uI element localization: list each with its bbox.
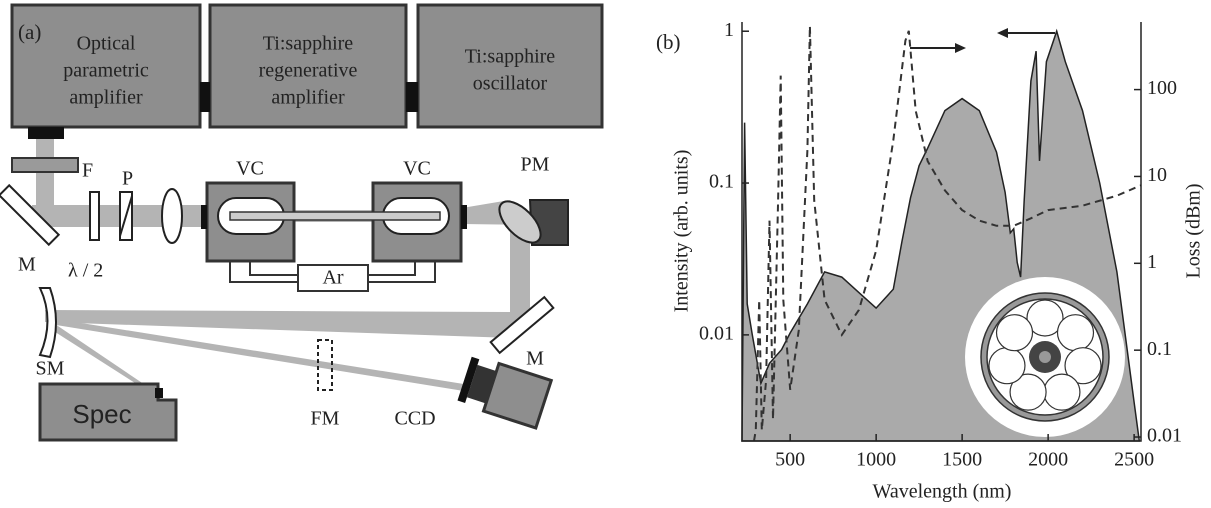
- camera-lens: [457, 356, 480, 403]
- capillary: [988, 347, 1026, 385]
- component-label: F: [82, 160, 93, 182]
- y-axis-title: Intensity (arb. units): [671, 150, 693, 313]
- x-axis-title: Wavelength (nm): [873, 481, 1012, 503]
- box-label: Optical: [77, 33, 136, 55]
- component-label: CCD: [394, 408, 435, 430]
- line: [753, 25, 1142, 442]
- x-tick-label: 1500: [942, 449, 982, 471]
- spectrometer: [38, 382, 178, 442]
- y2-axis-title: Loss (dBm): [1183, 184, 1205, 279]
- gas-line: [229, 261, 298, 283]
- gas-box: [297, 264, 369, 292]
- y-tick-label: 1: [724, 19, 734, 41]
- camera-lens: [466, 364, 497, 404]
- capillary: [1064, 347, 1102, 385]
- spherical-mirror: [38, 287, 57, 359]
- component-label: PM: [521, 154, 550, 176]
- y2-tick-label: 1: [1147, 251, 1157, 273]
- component-label: M: [18, 254, 36, 276]
- capillary: [995, 314, 1034, 352]
- laser-box: [10, 3, 202, 129]
- panel-a: (a) Optical parametric amplifier Ti:sapp…: [0, 3, 604, 442]
- axes-frame: [741, 22, 1142, 442]
- lens: [161, 188, 183, 244]
- x-tick-label: 500: [775, 449, 805, 471]
- capillary: [1043, 373, 1081, 411]
- laser-box: [416, 3, 604, 129]
- arrow-head: [955, 43, 966, 53]
- window: [201, 205, 207, 229]
- capillary: [1056, 314, 1095, 352]
- box-label: regenerative: [259, 60, 358, 82]
- waveplate: [89, 191, 100, 241]
- box-label: amplifier: [271, 87, 345, 109]
- y2-tick-label: 0.01: [1147, 425, 1182, 447]
- component-label: Spec: [72, 399, 131, 429]
- component-label: VC: [236, 158, 264, 180]
- mirror: [489, 295, 555, 355]
- panel-label: (a): [18, 20, 41, 44]
- capillary: [1009, 373, 1047, 411]
- y2-tick-label: 0.1: [1147, 338, 1172, 360]
- gas-line: [368, 261, 416, 276]
- laser-box: [208, 3, 408, 129]
- x-tick-label: 1000: [856, 449, 896, 471]
- filter: [11, 157, 79, 173]
- slit: [155, 388, 163, 398]
- component-label: Ar: [322, 267, 343, 289]
- component-label: λ / 2: [68, 260, 103, 282]
- panel-label: (b): [656, 30, 681, 54]
- beam: [45, 310, 512, 338]
- inset: [965, 277, 1125, 437]
- connector: [406, 82, 418, 112]
- window: [461, 205, 467, 229]
- polarizer-line: [119, 195, 133, 237]
- capillary: [1026, 299, 1064, 337]
- x-tick-label: 2000: [1028, 449, 1068, 471]
- box-label: oscillator: [473, 73, 548, 95]
- component-label: P: [122, 168, 133, 190]
- component-label: M: [526, 348, 544, 370]
- camera: [457, 356, 554, 430]
- component-label: SM: [36, 358, 65, 380]
- panel-b: (b) Wavelength (nm) Intensity (arb. unit…: [656, 19, 1205, 503]
- flip-mirror: [317, 339, 333, 391]
- y-tick-label: 0.1: [709, 171, 734, 193]
- component-label: FM: [311, 408, 340, 430]
- beam: [510, 225, 530, 325]
- fiber: [229, 211, 441, 221]
- y2-tick-label: 100: [1147, 77, 1177, 99]
- x-tick-label: 2500: [1114, 449, 1154, 471]
- mirror: [0, 183, 61, 247]
- gas-line: [249, 261, 300, 276]
- box-label: parametric: [63, 60, 149, 82]
- arrow-head: [997, 28, 1008, 38]
- connector: [28, 127, 64, 139]
- parabolic-mirror-face: [498, 200, 542, 244]
- component-label: VC: [403, 158, 431, 180]
- box-label: amplifier: [69, 87, 143, 109]
- y-tick-label: 0.01: [699, 322, 734, 344]
- mode-spot-center: [1039, 351, 1051, 363]
- gas-line: [368, 261, 436, 283]
- box-label: Ti:sapphire: [263, 33, 354, 55]
- beam: [50, 318, 470, 392]
- beam: [52, 322, 160, 399]
- connector: [200, 82, 210, 112]
- box-label: Ti:sapphire: [465, 46, 556, 68]
- y2-tick-label: 10: [1147, 164, 1167, 186]
